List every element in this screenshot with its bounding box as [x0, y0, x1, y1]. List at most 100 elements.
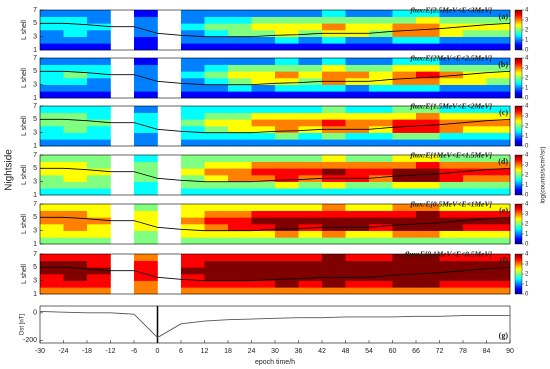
heat-cell [369, 91, 393, 99]
heat-cell [275, 260, 299, 268]
heat-cell [63, 126, 88, 133]
heat-cell [439, 71, 464, 79]
heat-cell [204, 217, 229, 225]
heat-cell [439, 23, 464, 31]
y-tick-label: 1 [33, 143, 37, 150]
heat-cell [181, 155, 205, 162]
x-tick-label: 84 [483, 348, 491, 355]
heat-cell [251, 126, 276, 133]
heat-cell [463, 106, 487, 113]
heat-cell [87, 168, 111, 176]
heat-cell [275, 217, 299, 225]
heat-cell [87, 139, 111, 147]
heat-cell [345, 23, 370, 31]
heat-cell [392, 112, 417, 120]
heat-cell [275, 58, 299, 65]
heat-cell [345, 230, 370, 238]
heat-cell [181, 84, 205, 92]
heat-cell [439, 16, 464, 24]
heat-cell [275, 188, 299, 196]
heat-cell [181, 30, 205, 37]
heat-cell [439, 126, 464, 133]
heat-cell [463, 64, 487, 72]
heat-cell [134, 139, 158, 147]
heat-cell [134, 23, 158, 31]
heat-cell [251, 36, 276, 44]
heat-cell [439, 64, 464, 72]
heat-cell [181, 237, 205, 245]
heat-cell [204, 112, 229, 120]
heat-cell [63, 119, 88, 127]
heat-cell [251, 161, 276, 169]
heat-cell [204, 84, 229, 92]
heat-cell [87, 58, 111, 65]
heat-cell [416, 36, 440, 44]
panel-frame [39, 154, 511, 196]
heat-cell [416, 23, 440, 31]
colorbar [514, 57, 523, 99]
y-axis-label: L shell [21, 165, 28, 185]
heat-cell [251, 267, 276, 275]
heat-cell [134, 36, 158, 44]
heat-cell [228, 280, 252, 288]
heat-cell [486, 224, 511, 231]
heat-cell [345, 16, 370, 24]
x-tick-label: -18 [82, 348, 92, 355]
heat-cell [486, 112, 511, 120]
heat-cell [369, 274, 393, 281]
heat-cell [298, 36, 323, 44]
heat-cell [416, 71, 440, 79]
heat-cell [345, 155, 370, 162]
heat-cell [40, 112, 64, 120]
heat-cell [134, 119, 158, 127]
panel-frame [39, 305, 511, 344]
heat-cell [228, 58, 252, 65]
heat-cell [369, 84, 393, 92]
heat-cell [345, 267, 370, 275]
heat-cell [63, 254, 88, 261]
heat-cell [369, 175, 393, 182]
heat-cell [416, 287, 440, 295]
heat-cell [63, 217, 88, 225]
heat-cell [228, 210, 252, 218]
heat-cell [463, 112, 487, 120]
panel-frame [39, 57, 511, 99]
heat-cell [63, 36, 88, 44]
heat-cell [204, 30, 229, 37]
heat-cell [228, 181, 252, 189]
heat-cell [204, 155, 229, 162]
heat-cell [439, 254, 464, 261]
heat-cell [275, 280, 299, 288]
colorbar-tick-label: 0 [525, 193, 529, 199]
heat-cell [63, 64, 88, 72]
heat-cell [181, 58, 205, 65]
heat-cell [439, 224, 464, 231]
heat-cell [463, 175, 487, 182]
heat-cell [416, 237, 440, 245]
heat-cell [392, 23, 417, 31]
heat-cell [87, 43, 111, 51]
colorbar-tick-label: 2 [525, 173, 529, 179]
panel-frame [39, 203, 511, 245]
heat-cell [134, 132, 158, 140]
colorbar-tick-label: 4 [525, 202, 529, 208]
heat-cell [392, 168, 417, 176]
heat-cell [463, 139, 487, 147]
heat-cell [87, 188, 111, 196]
heat-cell [369, 161, 393, 169]
heat-cell [204, 274, 229, 281]
heat-cell [298, 204, 323, 211]
heat-cell [204, 230, 229, 238]
heat-cell [87, 10, 111, 17]
heat-cell [392, 36, 417, 44]
boundary-line [40, 167, 511, 183]
heat-cell [275, 78, 299, 85]
heat-cell [40, 267, 64, 275]
heat-cell [463, 181, 487, 189]
heat-cell [486, 84, 511, 92]
panel-frame [39, 253, 511, 295]
heat-cell [345, 280, 370, 288]
heat-cell [345, 188, 370, 196]
heat-cell [486, 139, 511, 147]
heat-cell [228, 64, 252, 72]
